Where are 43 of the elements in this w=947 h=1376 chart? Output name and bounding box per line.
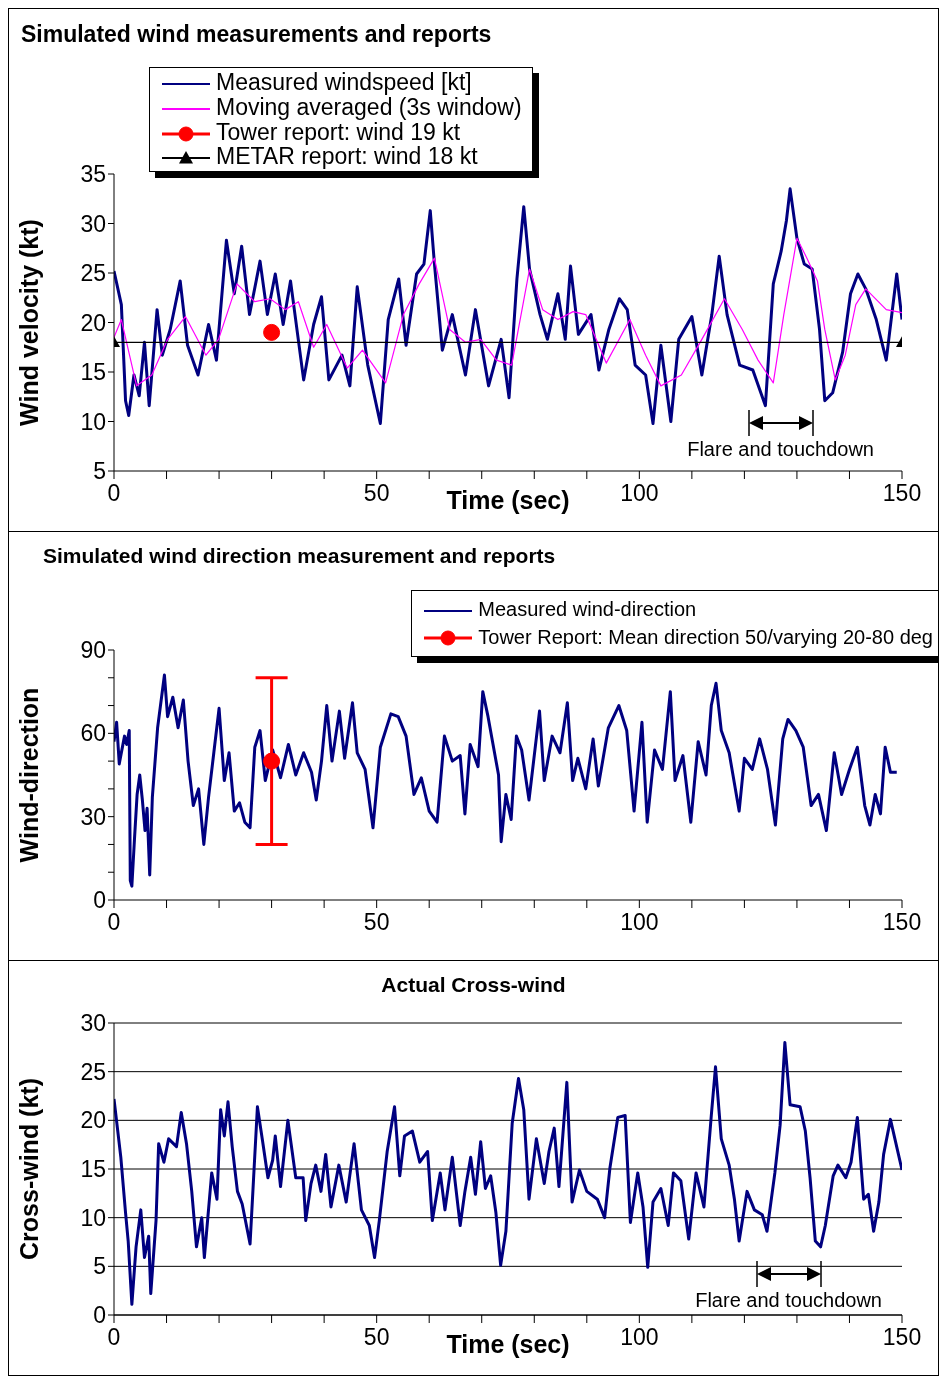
y-tick-label: 20: [80, 1107, 106, 1134]
y-tick-label: 5: [93, 458, 106, 485]
y-tick-label: 15: [80, 1156, 106, 1183]
x-tick-label: 100: [620, 480, 659, 507]
chart-title: Simulated wind measurements and reports: [21, 21, 492, 48]
y-tick-label: 10: [80, 408, 106, 435]
x-tick-label: 150: [882, 909, 922, 936]
y-axis-title: Cross-wind (kt): [14, 1078, 43, 1260]
y-tick-label: 30: [80, 210, 106, 237]
y-tick-label: 35: [80, 161, 106, 188]
y-axis-title: Wind-direction: [14, 687, 43, 863]
x-tick-label: 150: [882, 1324, 922, 1351]
y-tick-label: 30: [80, 1010, 106, 1037]
y-tick-label: 20: [80, 309, 106, 336]
legend-label: Measured wind-direction: [478, 598, 697, 620]
y-tick-label: 25: [80, 260, 106, 287]
x-tick-label: 50: [363, 480, 390, 507]
x-axis-title: Time (sec): [446, 1329, 570, 1358]
y-tick-label: 0: [93, 887, 106, 914]
legend-label: Tower Report: Mean direction 50/varying 20-80 deg: [478, 625, 933, 648]
y-tick-label: 10: [80, 1204, 106, 1231]
y-axis-title: Wind velocity (kt): [14, 219, 43, 426]
x-tick-label: 150: [882, 480, 922, 507]
y-tick-label: 90: [80, 637, 106, 664]
y-tick-label: 15: [80, 359, 106, 386]
chart-title: Simulated wind direction measurement and reports: [43, 544, 556, 568]
x-tick-label: 100: [620, 1324, 659, 1351]
annotation: Flare and touchdown: [683, 438, 878, 461]
x-tick-label: 100: [620, 909, 659, 936]
x-tick-label: 50: [363, 1324, 390, 1351]
x-axis-title: Time (sec): [446, 485, 570, 514]
legend-label: Measured windspeed [kt]: [216, 69, 472, 95]
line-series: [114, 187, 902, 425]
line-series: [114, 673, 899, 888]
y-tick-label: 25: [80, 1058, 106, 1085]
y-tick-label: 5: [93, 1253, 106, 1280]
line-series: [114, 237, 902, 387]
y-tick-label: 0: [93, 1302, 106, 1329]
y-tick-label: 30: [80, 803, 106, 830]
y-tick-label: 60: [80, 720, 106, 747]
annotation: Flare and touchdown: [691, 1289, 886, 1312]
chart-title: Actual Cross-wind: [380, 973, 567, 997]
x-tick-label: 50: [363, 909, 390, 936]
